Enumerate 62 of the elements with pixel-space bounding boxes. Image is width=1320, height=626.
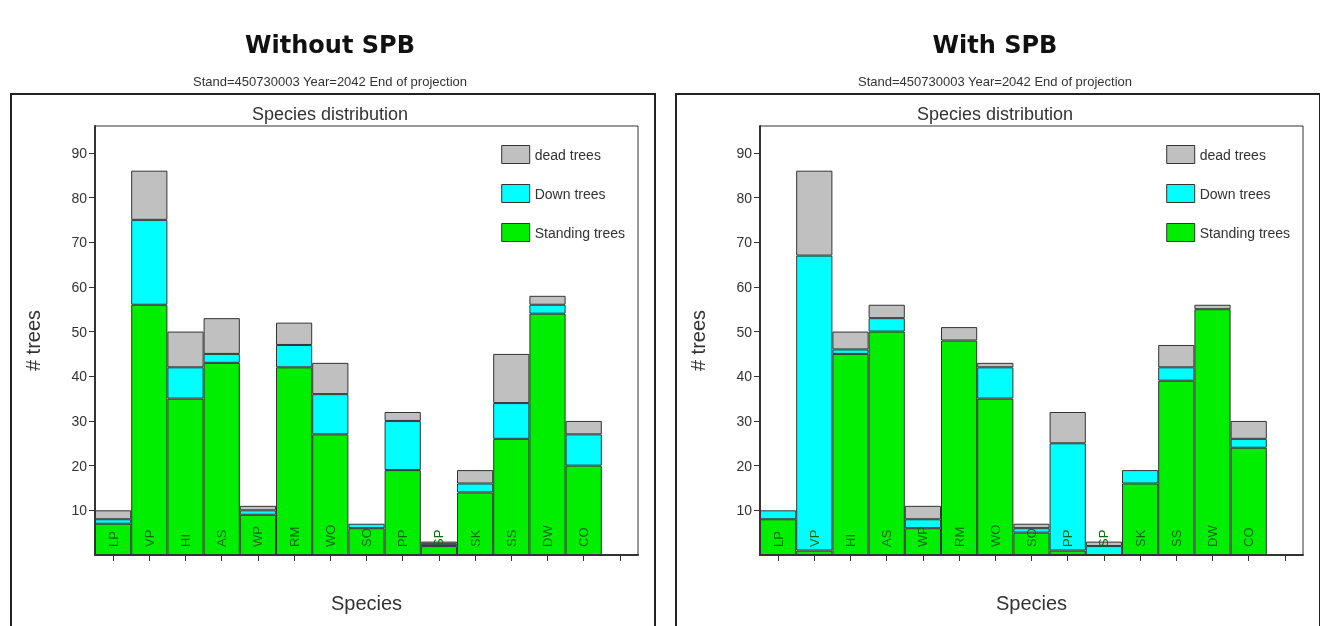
x-tick-label: SS	[1168, 529, 1184, 547]
y-tick-label: 80	[736, 189, 753, 206]
x-tick-label: SK	[467, 529, 483, 547]
y-tick-label: 20	[71, 457, 88, 474]
y-tick-label: 60	[736, 278, 753, 295]
y-tick-label: 90	[71, 144, 88, 161]
chart-title: Without SPB	[245, 31, 415, 59]
x-tick-label: CO	[576, 527, 592, 547]
y-tick-label: 70	[71, 234, 88, 251]
x-tick-label: SP	[431, 529, 447, 547]
y-tick-label: 60	[71, 278, 88, 295]
y-tick-label: 30	[71, 412, 88, 429]
x-tick-label: RM	[951, 526, 967, 547]
x-tick-label: RM	[286, 526, 302, 547]
x-tick-label: PP	[1060, 529, 1076, 547]
y-tick-label: 90	[736, 144, 753, 161]
y-axis-title: # trees	[687, 309, 709, 372]
chart-title: With SPB	[932, 31, 1058, 59]
text: Species distribution	[916, 104, 1074, 124]
y-tick-label: 70	[736, 234, 753, 251]
y-axis-title: # trees	[22, 309, 44, 372]
x-tick-label: WP	[915, 526, 931, 547]
y-tick-label: 50	[71, 323, 88, 340]
x-tick-label: SS	[503, 529, 519, 547]
x-tick-label: WO	[322, 524, 338, 547]
x-tick-label: LP	[770, 531, 786, 547]
x-tick-label: VP	[141, 529, 157, 547]
x-tick-label: HI	[843, 534, 858, 547]
legend-label: Down trees	[1199, 185, 1271, 202]
x-tick-label: SO	[1024, 528, 1039, 547]
y-tick-label: 80	[71, 189, 88, 206]
x-tick-label: VP	[806, 529, 822, 547]
x-tick-label: HI	[178, 534, 193, 547]
x-tick-label: CO	[1241, 527, 1257, 547]
y-tick-label: 10	[71, 502, 88, 519]
y-tick-label: 10	[736, 502, 753, 519]
x-tick-label: WP	[250, 526, 266, 547]
legend-label: dead trees	[1199, 146, 1266, 163]
x-tick-label: DW	[540, 524, 555, 547]
x-tick-label: WO	[987, 524, 1003, 547]
text: Species distribution	[251, 104, 409, 124]
x-tick-label: SO	[359, 528, 374, 547]
chart-subtitle: Stand=450730003 Year=2042 End of projection	[858, 74, 1132, 89]
x-axis-title: Species	[995, 592, 1068, 614]
legend-label: Down trees	[534, 185, 606, 202]
legend-label: Standing trees	[534, 224, 626, 241]
x-tick-label: SP	[1096, 529, 1112, 547]
x-tick-label: LP	[105, 531, 121, 547]
x-axis-title: Species	[330, 592, 403, 614]
x-tick-label: SK	[1132, 529, 1148, 547]
y-tick-label: 20	[736, 457, 753, 474]
y-tick-label: 30	[736, 412, 753, 429]
x-tick-label: AS	[214, 529, 230, 547]
x-tick-label: PP	[395, 529, 411, 547]
chart-subtitle: Stand=450730003 Year=2042 End of projection	[193, 74, 467, 89]
y-tick-label: 40	[736, 368, 753, 385]
x-tick-label: DW	[1205, 524, 1220, 547]
legend-label: dead trees	[534, 146, 601, 163]
y-tick-label: 50	[736, 323, 753, 340]
legend-label: Standing trees	[1199, 224, 1291, 241]
x-tick-label: AS	[879, 529, 895, 547]
y-tick-label: 40	[71, 368, 88, 385]
